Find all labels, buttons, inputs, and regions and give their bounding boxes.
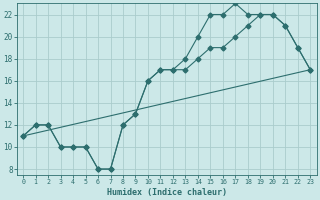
X-axis label: Humidex (Indice chaleur): Humidex (Indice chaleur) (107, 188, 227, 197)
